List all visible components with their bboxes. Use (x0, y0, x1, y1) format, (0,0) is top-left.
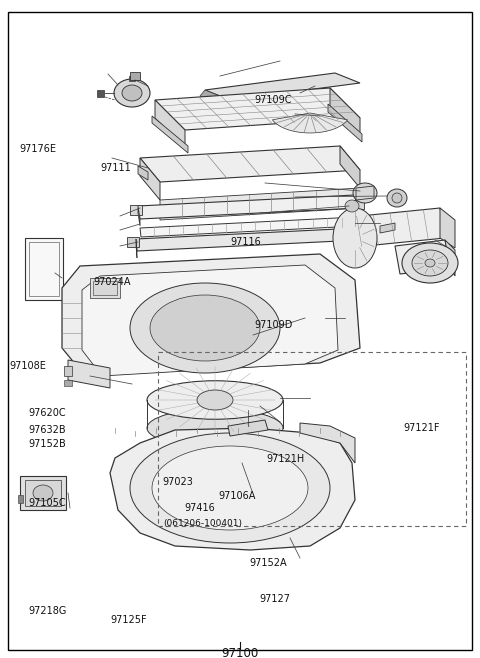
Polygon shape (205, 73, 360, 100)
Polygon shape (110, 428, 355, 550)
Polygon shape (328, 104, 362, 142)
Text: 97176E: 97176E (19, 143, 56, 154)
Ellipse shape (150, 295, 260, 361)
Text: 97116: 97116 (230, 237, 261, 247)
Text: 97125F: 97125F (110, 615, 147, 625)
Bar (127, 237, 139, 247)
Text: 97108E: 97108E (10, 361, 47, 371)
Bar (97, 90, 104, 97)
Ellipse shape (152, 446, 308, 530)
Ellipse shape (333, 208, 377, 268)
Ellipse shape (392, 193, 402, 203)
Bar (130, 72, 140, 80)
Polygon shape (380, 223, 395, 233)
Bar (18, 495, 23, 503)
Polygon shape (440, 208, 455, 248)
Bar (90, 278, 120, 298)
Ellipse shape (353, 183, 377, 203)
Text: 97024A: 97024A (94, 276, 131, 287)
Polygon shape (136, 239, 137, 258)
Ellipse shape (197, 390, 233, 410)
Polygon shape (138, 206, 140, 226)
Polygon shape (228, 420, 268, 436)
Text: 97111: 97111 (101, 163, 132, 173)
Ellipse shape (412, 250, 448, 276)
Text: 97023: 97023 (162, 476, 193, 487)
Polygon shape (160, 188, 360, 220)
Polygon shape (340, 146, 360, 188)
Text: 97109C: 97109C (254, 95, 292, 105)
Bar (64, 380, 72, 386)
Polygon shape (155, 88, 360, 130)
Text: 97620C: 97620C (29, 408, 66, 418)
Polygon shape (140, 217, 357, 237)
Bar (130, 205, 142, 215)
Ellipse shape (345, 200, 359, 212)
Text: 97152A: 97152A (250, 557, 287, 568)
Polygon shape (68, 360, 110, 388)
Bar (158, 352, 466, 526)
Polygon shape (395, 240, 450, 274)
Polygon shape (356, 186, 374, 200)
Text: (061206-100401): (061206-100401) (163, 519, 242, 528)
Polygon shape (138, 195, 358, 219)
Text: 97105C: 97105C (29, 498, 66, 509)
Polygon shape (445, 240, 455, 276)
Text: 97109D: 97109D (254, 320, 293, 330)
Bar (25, 238, 63, 300)
Text: 97152B: 97152B (29, 439, 67, 449)
Text: 97127: 97127 (259, 594, 290, 604)
Text: 97100: 97100 (221, 647, 259, 658)
Text: 97121F: 97121F (403, 422, 440, 433)
Bar (93, 281, 117, 295)
Bar (129, 76, 135, 81)
Bar (355, 232, 364, 240)
Ellipse shape (114, 79, 150, 107)
Polygon shape (138, 166, 148, 180)
Bar (354, 200, 364, 209)
Bar (20, 476, 66, 510)
Ellipse shape (387, 189, 407, 207)
Ellipse shape (130, 283, 280, 373)
Polygon shape (82, 265, 338, 376)
Ellipse shape (402, 243, 458, 283)
Bar (25, 480, 61, 506)
Polygon shape (340, 208, 445, 248)
Polygon shape (200, 90, 230, 104)
Ellipse shape (122, 85, 142, 101)
Bar (29, 242, 59, 296)
Polygon shape (300, 423, 355, 463)
Polygon shape (140, 158, 160, 200)
Ellipse shape (147, 381, 283, 419)
Ellipse shape (425, 259, 435, 267)
Ellipse shape (33, 485, 53, 501)
Text: 97218G: 97218G (29, 605, 67, 616)
Ellipse shape (130, 433, 330, 543)
Polygon shape (152, 116, 188, 153)
Text: 97121H: 97121H (266, 454, 305, 465)
Polygon shape (330, 88, 360, 136)
Text: 97106A: 97106A (218, 491, 256, 501)
Text: 97632B: 97632B (29, 424, 66, 435)
Polygon shape (62, 254, 360, 376)
Bar (64, 366, 72, 376)
Polygon shape (273, 113, 348, 133)
Polygon shape (155, 100, 185, 148)
Ellipse shape (359, 188, 371, 198)
Text: 97416: 97416 (185, 503, 216, 513)
Ellipse shape (147, 409, 283, 447)
Polygon shape (136, 228, 360, 251)
Polygon shape (140, 146, 360, 182)
